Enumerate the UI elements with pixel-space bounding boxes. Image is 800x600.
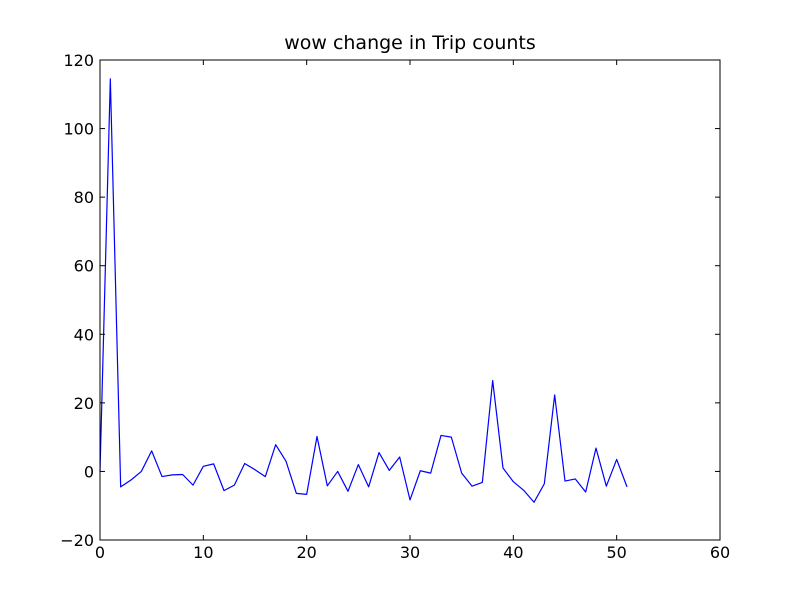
x-tick-label: 50 bbox=[606, 543, 626, 562]
plot-area bbox=[99, 78, 628, 503]
y-tick-label: 40 bbox=[74, 325, 94, 344]
y-tick-label: 60 bbox=[74, 257, 94, 276]
x-tick-label: 60 bbox=[710, 543, 730, 562]
x-tick-label: 10 bbox=[193, 543, 213, 562]
y-axis: −20 0 20 40 60 80 100 120 bbox=[60, 51, 720, 550]
x-tick-label: 20 bbox=[296, 543, 316, 562]
y-tick-label: 80 bbox=[74, 188, 94, 207]
x-tick-label: 30 bbox=[400, 543, 420, 562]
x-axis: 0 10 20 30 40 50 60 bbox=[95, 60, 730, 562]
y-tick-label: −20 bbox=[60, 531, 94, 550]
y-tick-label: 0 bbox=[84, 462, 94, 481]
y-tick-label: 20 bbox=[74, 394, 94, 413]
series-line-0 bbox=[99, 78, 628, 503]
x-tick-label: 40 bbox=[503, 543, 523, 562]
y-tick-label: 120 bbox=[63, 51, 94, 70]
y-tick-label: 100 bbox=[63, 120, 94, 139]
chart-title: wow change in Trip counts bbox=[284, 32, 536, 54]
x-tick-label: 0 bbox=[95, 543, 105, 562]
axes-frame bbox=[99, 59, 721, 541]
